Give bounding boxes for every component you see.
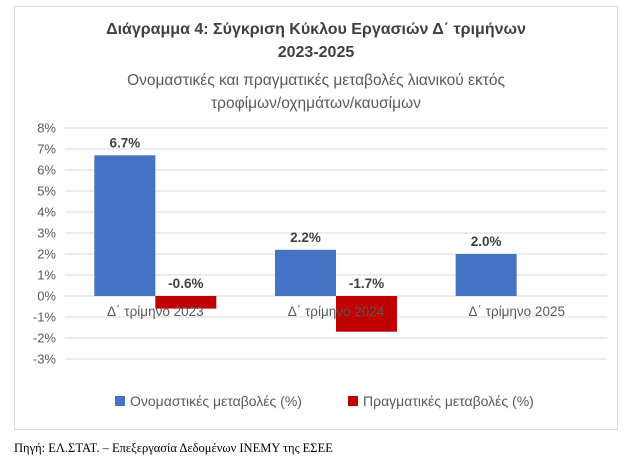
chart-title-line-1: Διάγραμμα 4: Σύγκριση Κύκλου Εργασιών Δ΄… — [106, 21, 526, 38]
category-label: Δ΄ τρίμηνο 2023 — [107, 304, 204, 319]
data-label: 2.2% — [290, 230, 321, 245]
category-label: Δ΄ τρίμηνο 2024 — [288, 304, 385, 319]
legend-swatch — [348, 396, 358, 406]
y-tick-label: 1% — [37, 268, 56, 283]
bar — [275, 249, 336, 296]
y-tick-label: 2% — [37, 247, 56, 262]
bar — [94, 155, 156, 296]
bar — [455, 254, 517, 296]
chart-title-line-2: 2023-2025 — [278, 44, 355, 61]
data-label: -0.6% — [168, 276, 203, 291]
legend: Ονομαστικές μεταβολές (%) Πραγματικές μετ… — [115, 393, 534, 409]
y-tick-label: 5% — [37, 184, 56, 199]
legend-label: Ονομαστικές μεταβολές (%) — [130, 393, 302, 409]
y-tick-label: 7% — [37, 142, 56, 157]
chart-subtitle-line-1: Ονομαστικές και πραγματικές μεταβολές λι… — [127, 72, 505, 89]
data-label: 6.7% — [109, 135, 140, 150]
bar-chart: Διάγραμμα 4: Σύγκριση Κύκλου Εργασιών Δ΄… — [33, 21, 607, 409]
legend-swatch — [115, 396, 125, 406]
data-label: 2.0% — [471, 234, 502, 249]
y-tick-label: 4% — [37, 205, 56, 220]
y-tick-label: 3% — [37, 226, 56, 241]
category-label: Δ΄ τρίμηνο 2025 — [468, 304, 565, 319]
y-tick-label: 8% — [37, 121, 56, 136]
y-tick-label: -1% — [33, 310, 57, 325]
y-tick-label: -3% — [33, 352, 57, 367]
bar — [336, 296, 397, 332]
legend-label: Πραγματικές μεταβολές (%) — [363, 393, 534, 409]
data-label: -1.7% — [349, 276, 384, 291]
source-note: Πηγή: ΕΛ.ΣΤΑΤ. – Επεξεργασία Δεδομένων Ι… — [14, 441, 333, 455]
chart-frame: Διάγραμμα 4: Σύγκριση Κύκλου Εργασιών Δ΄… — [14, 6, 618, 430]
category-labels: Δ΄ τρίμηνο 2023 Δ΄ τρίμηνο 2024 Δ΄ τρίμηνο… — [107, 304, 565, 319]
y-tick-label: 0% — [37, 289, 56, 304]
chart-subtitle-line-2: τροφίμων/οχημάτων/καυσίμων — [211, 95, 421, 112]
bars — [94, 155, 517, 332]
bar — [155, 296, 217, 309]
y-tick-label: 6% — [37, 163, 56, 178]
data-labels: 6.7% 2.2% 2.0% -0.6% -1.7% — [109, 135, 501, 291]
y-tick-label: -2% — [33, 331, 57, 346]
y-axis-ticks: 8% 7% 6% 5% 4% 3% 2% 1% 0% -1% -2% -3% — [33, 121, 57, 367]
